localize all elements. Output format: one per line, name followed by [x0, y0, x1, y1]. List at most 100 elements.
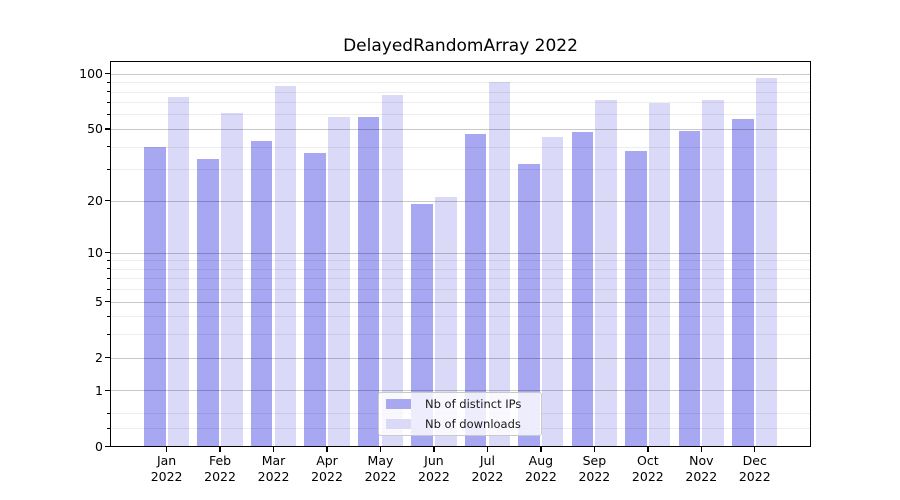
x-tick-label: Jul 2022: [459, 453, 515, 484]
legend-item-downloads: Nb of downloads: [379, 416, 541, 433]
x-tick-year: 2022: [364, 468, 397, 484]
x-tick-month: Jul: [479, 453, 495, 468]
y-tick-minor: [107, 277, 110, 279]
gridline-minor: [110, 334, 811, 336]
bar-jul-distinct-ips: [464, 133, 487, 447]
y-tick: [105, 389, 110, 391]
x-tick-label: Sep 2022: [566, 453, 622, 484]
gridline-minor: [110, 316, 811, 318]
x-tick-year: 2022: [204, 468, 236, 484]
x-tick-label: Dec 2022: [727, 453, 783, 484]
y-tick-minor: [107, 81, 110, 83]
x-tick-month: Sep: [582, 453, 607, 468]
x-tick-year: 2022: [257, 468, 290, 484]
legend-swatch-distinct-ips: [386, 399, 411, 409]
y-tick: [105, 128, 110, 130]
y-tick-minor: [107, 146, 110, 147]
x-tick-label: Aug 2022: [513, 453, 569, 484]
x-tick: [165, 447, 168, 452]
gridline-minor: [110, 169, 811, 171]
bar-jun-distinct-ips: [411, 204, 433, 447]
bar-sep-downloads: [595, 99, 617, 447]
x-tick: [647, 447, 649, 452]
bar-sep-distinct-ips: [571, 132, 594, 447]
x-tick-year: 2022: [524, 468, 557, 484]
y-tick-label: 10: [87, 245, 103, 261]
y-tick: [105, 251, 110, 254]
gridline-minor: [110, 278, 811, 280]
x-tick: [700, 447, 702, 452]
x-tick-month: Nov: [689, 453, 714, 468]
y-tick: [105, 199, 110, 202]
y-tick-minor: [107, 268, 110, 270]
y-tick: [105, 300, 110, 303]
y-tick: [105, 445, 110, 447]
bar-aug-distinct-ips: [518, 164, 540, 447]
legend-swatch-downloads: [386, 419, 411, 429]
y-tick-label: 2: [95, 350, 103, 366]
x-tick-year: 2022: [311, 468, 343, 484]
x-tick-month: Jan: [156, 453, 177, 468]
x-tick: [326, 447, 328, 452]
y-tick-label: 1: [95, 382, 103, 398]
bar-mar-downloads: [274, 85, 297, 447]
legend-label-downloads: Nb of downloads: [425, 417, 521, 431]
bar-nov-distinct-ips: [678, 130, 701, 447]
gridline-major: [110, 200, 811, 202]
y-tick-minor: [107, 427, 110, 429]
plot-area: [110, 61, 811, 447]
gridline-minor: [110, 146, 811, 148]
bar-apr-downloads: [328, 117, 350, 447]
y-tick-label: 5: [95, 294, 103, 310]
x-tick-month: Jun: [424, 453, 444, 468]
x-tick: [754, 447, 756, 452]
gridline-minor: [110, 260, 811, 262]
chart-title: DelayedRandomArray 2022: [343, 36, 578, 56]
bar-oct-downloads: [648, 103, 671, 447]
bar-feb-distinct-ips: [197, 159, 219, 447]
gridline-major: [110, 357, 811, 359]
bar-aug-downloads: [541, 137, 564, 447]
gridline-minor: [110, 82, 811, 84]
x-tick: [379, 447, 382, 452]
legend-item-distinct-ips: Nb of distinct IPs: [379, 396, 541, 413]
y-tick-minor: [107, 113, 110, 115]
y-tick-minor: [107, 91, 110, 93]
x-tick-month: Aug: [528, 453, 554, 468]
x-tick-month: Dec: [742, 453, 767, 468]
x-tick-label: Apr 2022: [299, 453, 355, 484]
x-tick: [540, 447, 542, 452]
x-tick: [272, 447, 275, 452]
bar-feb-downloads: [221, 113, 243, 447]
x-tick-label: Jan 2022: [139, 453, 195, 484]
bar-jul-downloads: [488, 82, 511, 447]
y-tick-minor: [107, 333, 110, 335]
x-tick-year: 2022: [578, 468, 611, 484]
y-tick-label: 0: [95, 438, 103, 454]
gridline-major: [110, 73, 811, 75]
x-tick-year: 2022: [150, 468, 183, 484]
legend: Nb of distinct IPs Nb of downloads: [378, 392, 542, 436]
bar-jun-downloads: [435, 196, 457, 447]
y-tick-label: 100: [79, 66, 103, 82]
gridline-minor: [110, 114, 811, 116]
bar-jan-downloads: [167, 96, 190, 447]
gridline-major: [110, 301, 811, 303]
gridline-major: [110, 128, 811, 130]
x-tick-year: 2022: [738, 468, 771, 484]
bar-apr-distinct-ips: [304, 152, 326, 447]
gridline-minor: [110, 268, 811, 270]
x-tick-year: 2022: [685, 468, 718, 484]
gridline-major: [110, 252, 811, 254]
x-tick-month: Apr: [316, 453, 338, 468]
y-tick-minor: [107, 101, 110, 103]
x-tick-month: May: [367, 453, 394, 468]
bar-dec-distinct-ips: [732, 118, 754, 447]
x-tick-label: Oct 2022: [620, 453, 676, 484]
y-tick-minor: [107, 412, 110, 414]
y-tick-minor: [107, 315, 110, 317]
x-tick-label: May 2022: [352, 453, 408, 484]
x-tick-year: 2022: [418, 468, 450, 484]
legend-label-distinct-ips: Nb of distinct IPs: [425, 397, 522, 411]
